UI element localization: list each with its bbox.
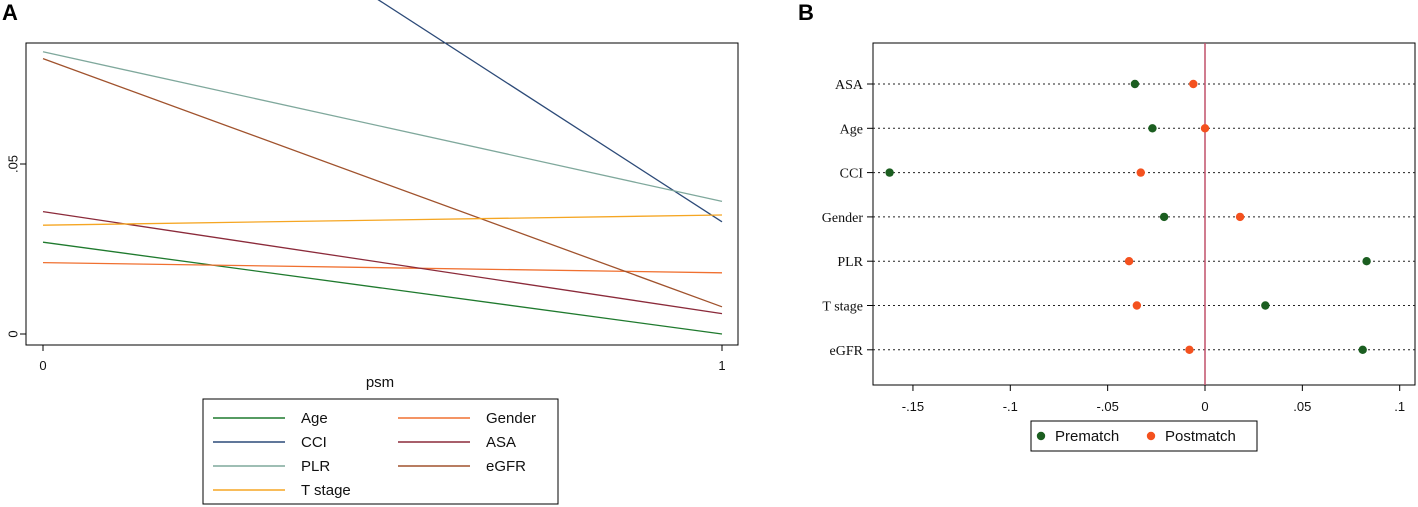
point-postmatch-t-stage (1132, 301, 1142, 310)
point-prematch-gender (1159, 212, 1169, 222)
x-tick-label: 1 (718, 358, 725, 373)
point-postmatch-age (1200, 124, 1210, 133)
x-tick-label: -.05 (1096, 399, 1118, 414)
legend-label-cci: CCI (301, 434, 327, 451)
x-tick-label: -.15 (902, 399, 924, 414)
panel-b-plot-frame (872, 42, 1416, 386)
legend-marker-postmatch (1146, 431, 1156, 441)
point-prematch-t-stage (1261, 301, 1270, 310)
x-tick-label: .05 (1293, 399, 1311, 414)
point-prematch-plr (1362, 257, 1371, 266)
panel-b-x-axis: -.15 -.1 -.05 0 .05 .1 (902, 385, 1405, 414)
series-line-cci (377, 0, 723, 223)
panel-a-x-label: psm (366, 374, 394, 391)
panel-a-legend-box (202, 398, 559, 505)
panel-b-legend: Prematch Postmatch (1036, 428, 1236, 445)
series-line-age (42, 241, 723, 335)
legend-label-gender: Gender (486, 410, 536, 427)
x-tick-label: -.1 (1003, 399, 1018, 414)
legend-label-egfr: eGFR (486, 458, 526, 475)
point-postmatch-gender (1235, 212, 1245, 222)
category-label-age: Age (840, 122, 863, 137)
point-prematch-cci (885, 168, 894, 177)
category-label-plr: PLR (837, 255, 863, 270)
legend-marker-prematch (1036, 431, 1046, 441)
legend-label-asa: ASA (486, 434, 516, 451)
category-label-egfr: eGFR (830, 344, 864, 359)
legend-label-prematch: Prematch (1055, 428, 1119, 445)
point-postmatch-egfr (1185, 345, 1194, 354)
y-tick-label: .05 (5, 155, 20, 173)
panel-label-b: B (798, 0, 814, 25)
category-label-cci: CCI (840, 167, 864, 182)
category-label-gender: Gender (822, 211, 864, 226)
point-prematch-egfr (1358, 345, 1367, 354)
y-tick-label: 0 (5, 330, 20, 337)
point-postmatch-cci (1136, 168, 1145, 177)
series-line-gender (42, 261, 723, 274)
category-label-asa: ASA (835, 78, 864, 93)
series-line-egfr (42, 57, 723, 308)
legend-label-age: Age (301, 410, 328, 427)
panel-a-legend: Age Gender CCI ASA PLR eGFR T stage (213, 410, 536, 499)
panel-label-a: A (2, 0, 18, 25)
panel-a-plot-frame (25, 42, 739, 346)
x-tick-label: .1 (1394, 399, 1405, 414)
legend-label-plr: PLR (301, 458, 330, 475)
legend-label-postmatch: Postmatch (1165, 428, 1236, 445)
panel-b-y-axis: ASA Age CCI Gender PLR T stage eGFR (822, 78, 873, 359)
panel-a-series (42, 0, 723, 335)
x-tick-label: 0 (1201, 399, 1208, 414)
legend-label-t-stage: T stage (301, 482, 351, 499)
x-tick-label: 0 (39, 358, 46, 373)
point-prematch-age (1148, 124, 1157, 133)
series-line-t-stage (42, 214, 723, 226)
category-label-t-stage: T stage (822, 300, 863, 315)
point-prematch-asa (1130, 79, 1140, 89)
panel-b-points (885, 79, 1371, 354)
series-line-plr (42, 51, 723, 203)
panel-b-gridlines (873, 83, 1415, 351)
point-postmatch-plr (1124, 257, 1134, 266)
panel-b-legend-box (1030, 420, 1258, 452)
series-line-asa (42, 210, 723, 315)
point-postmatch-asa (1189, 79, 1198, 89)
panel-a-y-axis: 0.05.1.15 (5, 155, 26, 338)
